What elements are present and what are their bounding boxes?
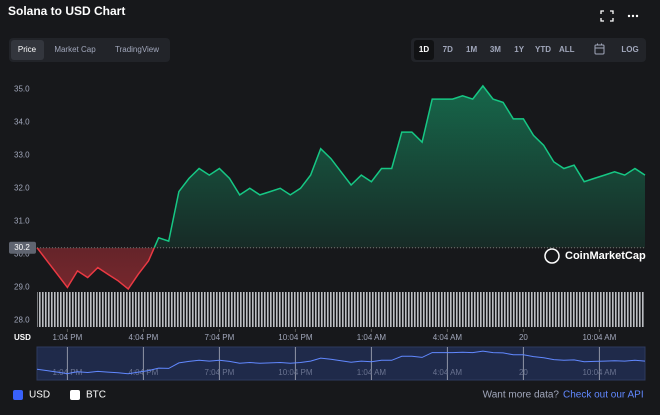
legend-btc[interactable]: BTC <box>86 390 106 401</box>
range-button[interactable]: ALL <box>559 45 575 54</box>
x-tick-label: 1:04 PM <box>53 333 83 342</box>
y-tick-label: 35.0 <box>14 84 30 93</box>
range-button[interactable]: 1M <box>466 45 477 54</box>
tab[interactable]: Price <box>18 45 37 54</box>
title: Solana to USD Chart <box>8 4 125 18</box>
range-button[interactable]: 1Y <box>514 45 524 54</box>
y-tick-label: 34.0 <box>14 117 30 126</box>
x-tick-label: 4:04 AM <box>433 333 463 342</box>
api-link[interactable]: Check out our API <box>563 390 644 401</box>
calendar-icon[interactable] <box>594 43 605 55</box>
x-tick-label: 4:04 PM <box>129 333 159 342</box>
y-tick-label: 30.0 <box>14 249 30 258</box>
navigator-line <box>36 350 646 375</box>
tab[interactable]: Market Cap <box>54 45 96 54</box>
tab-active <box>11 40 44 60</box>
x-tick-label: 1:04 AM <box>357 333 387 342</box>
watermark: CoinMarketCap <box>544 248 646 264</box>
y-tick-label: 29.0 <box>14 282 30 291</box>
x-tick-label: 10:04 AM <box>582 333 616 342</box>
x-tick-label: 10:04 PM <box>278 333 313 342</box>
area-up <box>37 85 645 248</box>
navigator[interactable] <box>36 346 646 381</box>
y-tick-label: 31.0 <box>14 216 30 225</box>
range-button[interactable]: 7D <box>443 45 453 54</box>
navigator-label: 1:04 PM <box>53 368 83 377</box>
y-tick-label: 28.0 <box>14 316 30 325</box>
navigator-label: 20 <box>519 368 528 377</box>
range-active <box>414 40 434 60</box>
baseline-tag <box>9 241 36 254</box>
navigator-label: 10:04 PM <box>278 368 313 377</box>
volume-bars <box>37 292 645 327</box>
range-button[interactable]: 3M <box>490 45 501 54</box>
x-tick-label: 20 <box>519 333 528 342</box>
y-tick-label: 32.0 <box>14 183 30 192</box>
legend-usd[interactable]: USD <box>29 390 50 401</box>
price-line-down <box>36 247 156 291</box>
prompt: Want more data? <box>483 390 560 401</box>
fullscreen-icon[interactable] <box>600 10 614 22</box>
y-axis-label: USD <box>14 333 31 342</box>
watermark-text: CoinMarketCap <box>565 250 646 262</box>
btc-checkbox[interactable] <box>70 390 80 400</box>
range-group <box>411 38 646 62</box>
tab[interactable]: TradingView <box>115 45 159 54</box>
log-button[interactable]: LOG <box>621 45 638 54</box>
navigator-label: 1:04 AM <box>357 368 387 377</box>
navigator-label: 10:04 AM <box>582 368 616 377</box>
navigator-label: 7:04 PM <box>205 368 235 377</box>
y-tick-label: 33.0 <box>14 150 30 159</box>
navigator-label: 4:04 AM <box>433 368 463 377</box>
navigator-label: 4:04 PM <box>129 368 159 377</box>
baseline-label: 30.2 <box>14 243 30 252</box>
range-button[interactable]: YTD <box>535 45 551 54</box>
tab-group <box>9 38 170 62</box>
x-tick-label: 7:04 PM <box>205 333 235 342</box>
usd-checkbox[interactable] <box>13 390 23 400</box>
price-line-up <box>36 84 646 248</box>
more-icon[interactable] <box>627 14 639 18</box>
area-down <box>37 247 645 289</box>
range-button[interactable]: 1D <box>419 45 429 54</box>
